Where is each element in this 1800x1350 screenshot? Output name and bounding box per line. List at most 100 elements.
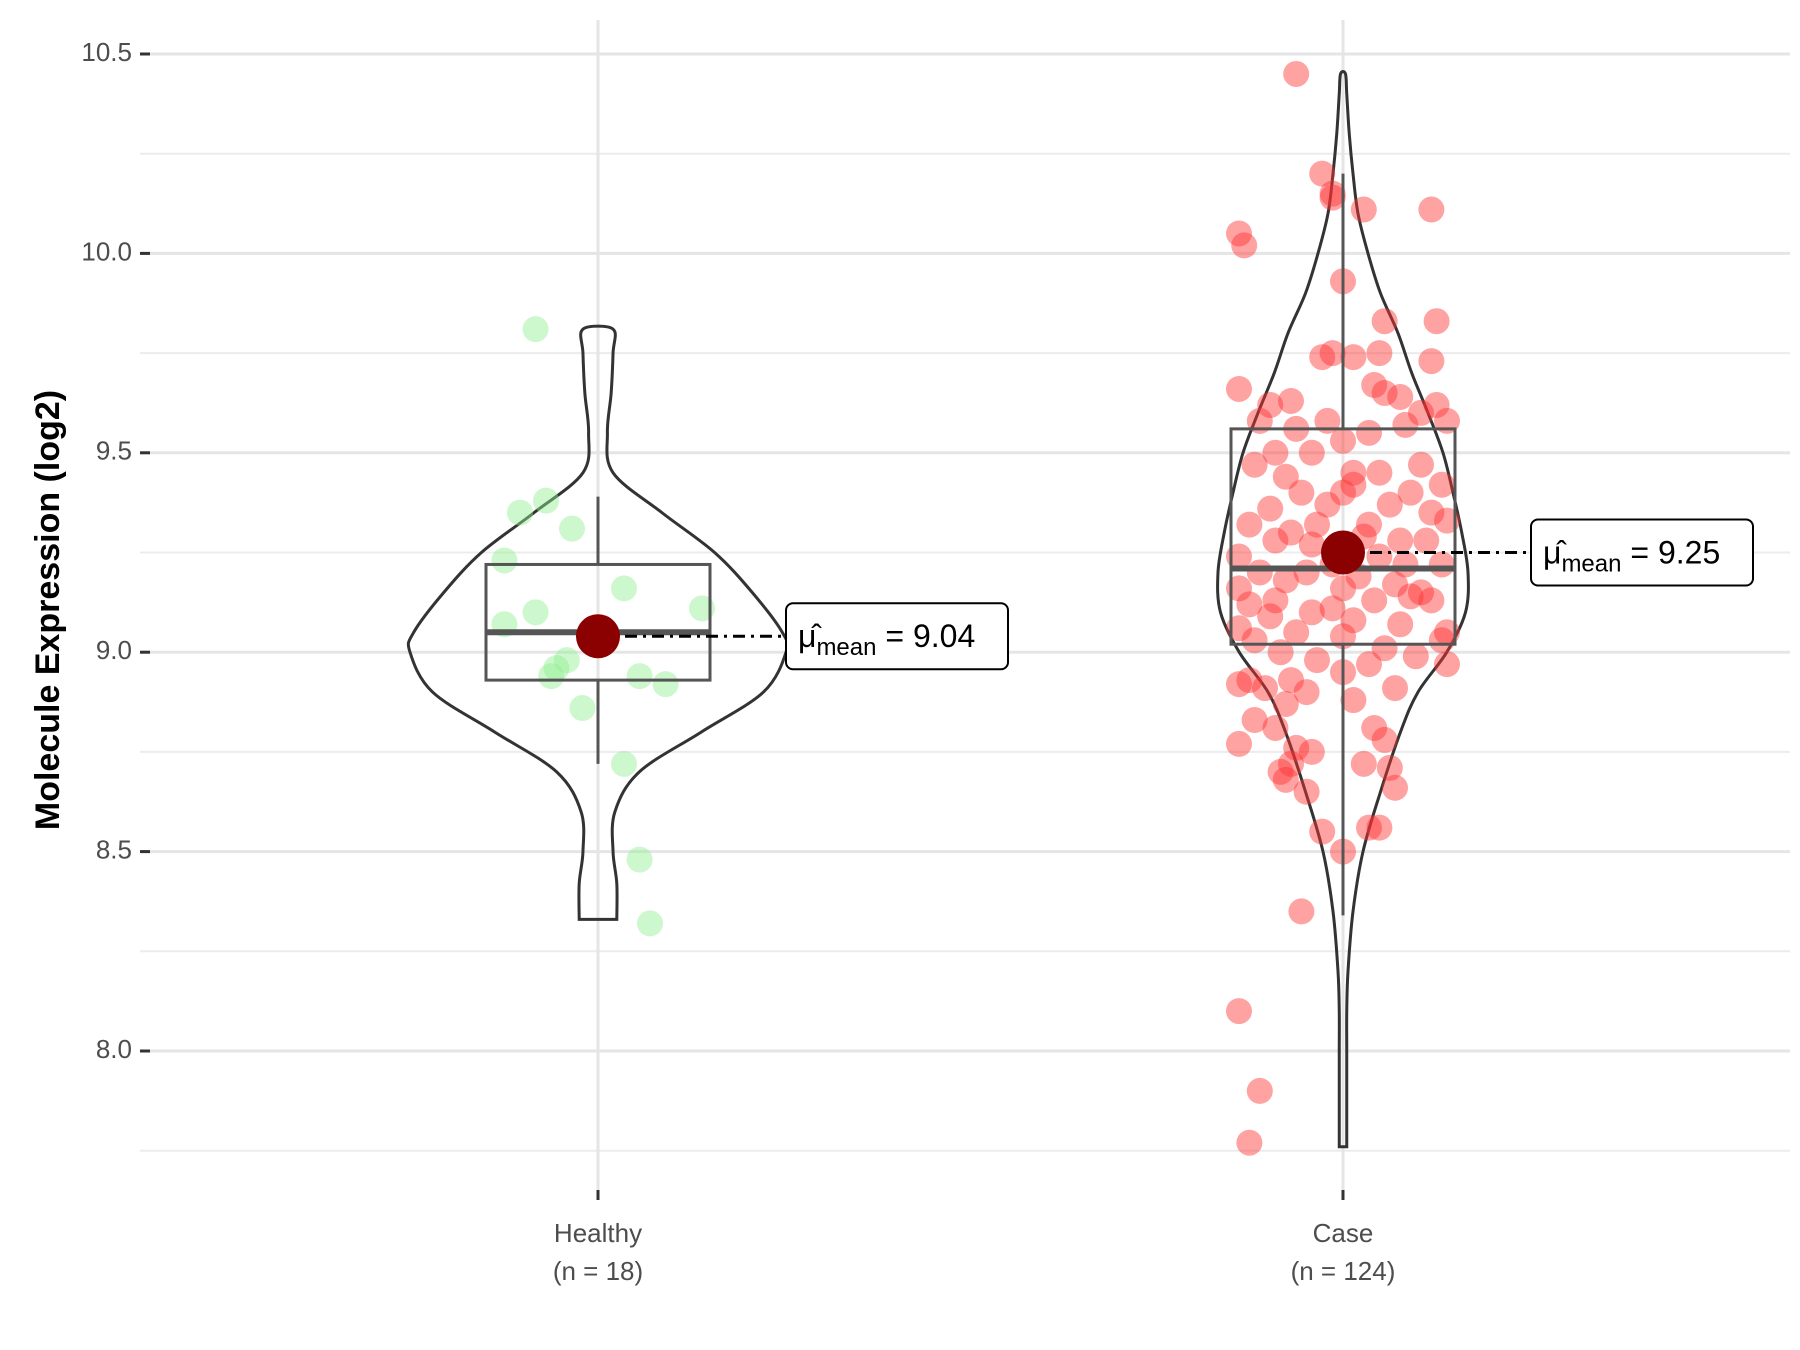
data-point <box>1288 898 1315 925</box>
data-point <box>522 316 549 343</box>
data-point <box>1246 1077 1273 1104</box>
mean-label-box <box>785 602 1009 671</box>
data-point <box>1382 675 1408 702</box>
data-point <box>1371 726 1398 753</box>
y-tick-label: 9.0 <box>96 635 132 665</box>
group-case: μ̂mean = 9.25 <box>1216 60 1754 1156</box>
data-point <box>1283 734 1310 761</box>
data-point <box>1257 603 1284 630</box>
data-point <box>1350 750 1377 777</box>
data-point <box>1376 754 1403 781</box>
data-point <box>1319 595 1346 622</box>
data-point <box>1278 387 1304 414</box>
data-point <box>1319 180 1346 207</box>
data-point <box>1298 531 1325 558</box>
y-tick-label: 9.5 <box>96 436 132 466</box>
data-point <box>1272 463 1299 490</box>
data-point <box>1356 419 1382 446</box>
data-point <box>1304 647 1330 674</box>
data-point <box>1387 527 1414 554</box>
x-tick-label: Case <box>1313 1218 1374 1248</box>
data-point <box>626 846 653 873</box>
data-point <box>1278 750 1304 777</box>
data-point <box>1262 714 1289 741</box>
data-point <box>1226 998 1252 1025</box>
data-point <box>1283 60 1310 87</box>
data-point <box>1293 778 1320 805</box>
data-point <box>1366 340 1393 367</box>
data-point <box>1293 679 1320 706</box>
data-point <box>1278 519 1304 546</box>
data-point <box>1423 308 1450 335</box>
data-point <box>1382 571 1408 598</box>
data-point <box>637 910 663 937</box>
data-point <box>1340 344 1367 371</box>
data-point <box>553 647 580 674</box>
data-point <box>1397 583 1424 610</box>
x-tick-sublabel: (n = 124) <box>1291 1256 1396 1286</box>
data-point <box>1382 774 1408 801</box>
data-point <box>1408 399 1434 426</box>
data-point <box>1428 551 1455 578</box>
data-point <box>1262 439 1289 466</box>
data-point <box>1272 766 1299 793</box>
data-point <box>1226 730 1252 757</box>
data-point <box>1356 651 1382 678</box>
data-point <box>569 695 596 722</box>
data-point <box>1418 587 1445 614</box>
y-axis: 8.0 8.5 9.0 9.5 10.0 10.5 <box>81 37 150 1064</box>
data-point <box>1257 495 1284 522</box>
data-point <box>1241 451 1268 478</box>
data-point <box>491 547 518 574</box>
data-point <box>1371 379 1398 406</box>
data-point <box>533 487 559 514</box>
data-point <box>1428 627 1455 654</box>
data-point <box>1387 383 1414 410</box>
violin-outline <box>1216 69 1470 1149</box>
data-point <box>1272 691 1299 718</box>
data-point <box>1298 738 1325 765</box>
mean-label: μ̂mean = 9.25 <box>1543 535 1720 578</box>
data-point <box>1340 471 1367 498</box>
data-point <box>1397 479 1424 506</box>
data-point <box>1387 611 1414 638</box>
data-point <box>538 663 565 690</box>
data-point <box>1262 587 1289 614</box>
data-point <box>1309 818 1336 845</box>
data-point <box>1361 714 1388 741</box>
violin-outline <box>406 324 790 921</box>
data-point <box>1272 567 1299 594</box>
data-point <box>1434 651 1460 678</box>
data-point <box>1408 579 1434 606</box>
data-point <box>1231 232 1258 259</box>
data-point <box>1361 587 1388 614</box>
data-point <box>1423 391 1450 418</box>
data-point <box>1309 160 1336 187</box>
data-point <box>1418 196 1445 223</box>
box <box>484 562 712 682</box>
data-point <box>1262 527 1289 554</box>
groups-layer: μ̂mean = 9.04 μ̂mean = 9.25 <box>406 60 1754 1156</box>
data-point <box>1366 814 1393 841</box>
data-point <box>611 575 637 602</box>
grid-minor <box>140 152 1790 1152</box>
data-point <box>1371 308 1398 335</box>
data-point <box>1298 439 1325 466</box>
data-point <box>1246 559 1273 586</box>
box <box>1229 427 1457 646</box>
data-point <box>1356 814 1382 841</box>
data-point <box>1298 599 1325 626</box>
data-point <box>1340 607 1367 634</box>
data-point <box>1330 575 1356 602</box>
data-point <box>1408 451 1434 478</box>
mean-label-box <box>1530 518 1754 587</box>
data-point <box>1267 758 1294 785</box>
x-tick-label: Healthy <box>554 1218 642 1248</box>
data-point <box>1319 340 1346 367</box>
data-point <box>522 599 549 626</box>
data-point <box>1236 511 1263 538</box>
data-point <box>1252 675 1278 702</box>
data-point <box>1366 543 1393 570</box>
x-tick-sublabel: (n = 18) <box>553 1256 643 1286</box>
